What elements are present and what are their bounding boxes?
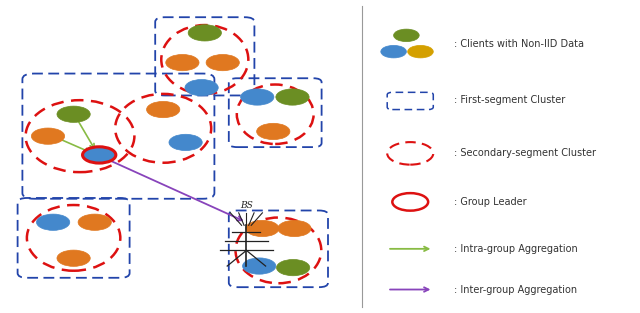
Circle shape [276,89,309,105]
Circle shape [392,193,428,211]
Circle shape [394,29,419,42]
Text: : Secondary-segment Cluster: : Secondary-segment Cluster [454,148,596,158]
Circle shape [147,101,180,118]
Circle shape [169,134,202,151]
Circle shape [381,45,406,58]
Circle shape [188,25,221,41]
Circle shape [206,54,239,71]
Circle shape [241,89,274,105]
Circle shape [78,214,111,230]
Circle shape [57,106,90,122]
Circle shape [257,123,290,140]
Circle shape [83,147,116,163]
Circle shape [408,45,433,58]
Text: : First-segment Cluster: : First-segment Cluster [454,95,566,105]
Text: BS: BS [240,201,253,210]
Circle shape [278,220,311,237]
Text: : Group Leader: : Group Leader [454,197,527,207]
Circle shape [243,258,276,274]
Text: : Clients with Non-IID Data: : Clients with Non-IID Data [454,39,584,49]
Circle shape [36,214,70,230]
Text: : Intra-group Aggregation: : Intra-group Aggregation [454,244,578,254]
Circle shape [185,80,218,96]
Circle shape [57,250,90,266]
Circle shape [166,54,199,71]
Circle shape [31,128,65,144]
Circle shape [246,220,279,237]
Circle shape [276,259,310,276]
Text: : Inter-group Aggregation: : Inter-group Aggregation [454,285,577,295]
